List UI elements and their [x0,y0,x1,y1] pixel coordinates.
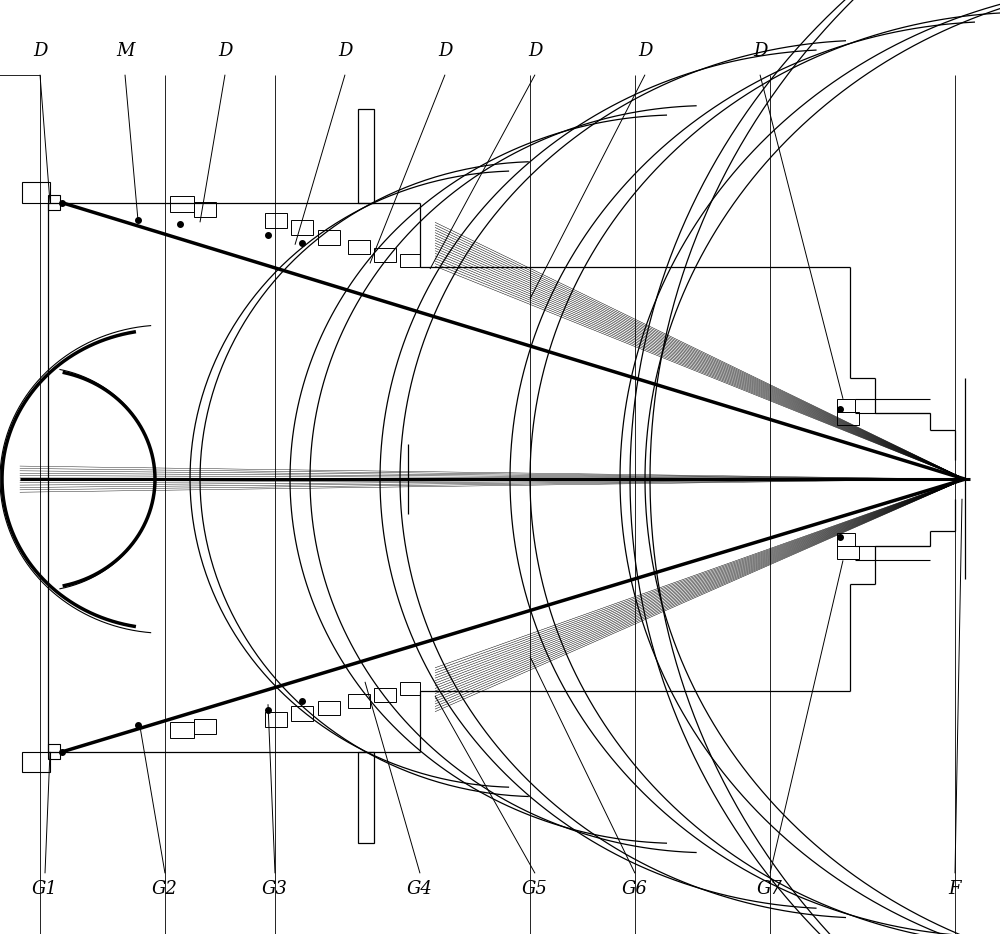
Bar [22,182,50,203]
Text: G6: G6 [622,880,648,899]
Text: F: F [949,880,961,899]
Text: D: D [753,42,767,61]
Bar [170,196,194,212]
Bar [48,744,60,759]
Bar [318,700,340,715]
Bar [348,694,370,708]
Text: G7: G7 [757,880,783,899]
Bar [265,712,287,727]
Text: D: D [528,42,542,61]
Bar [400,254,420,267]
Text: D: D [438,42,452,61]
Bar [374,248,396,262]
Bar [358,109,374,203]
Bar [48,195,60,210]
Bar [22,752,50,772]
Bar [837,399,855,412]
Bar [318,230,340,245]
Bar [837,546,859,559]
Text: D: D [638,42,652,61]
Text: G5: G5 [522,880,548,899]
Text: M: M [116,42,134,61]
Bar [170,722,194,738]
Bar [837,533,855,546]
Bar [374,688,396,702]
Text: D: D [338,42,352,61]
Bar [358,752,374,843]
Bar [194,719,216,734]
Bar [194,202,216,217]
Bar [837,412,859,425]
Text: G4: G4 [407,880,433,899]
Text: G2: G2 [152,880,178,899]
Bar [265,213,287,228]
Text: D: D [218,42,232,61]
Bar [348,240,370,254]
Bar [291,706,313,721]
Text: G3: G3 [262,880,288,899]
Text: D: D [33,42,47,61]
Bar [291,220,313,235]
Text: G1: G1 [32,880,58,899]
Bar [400,682,420,695]
